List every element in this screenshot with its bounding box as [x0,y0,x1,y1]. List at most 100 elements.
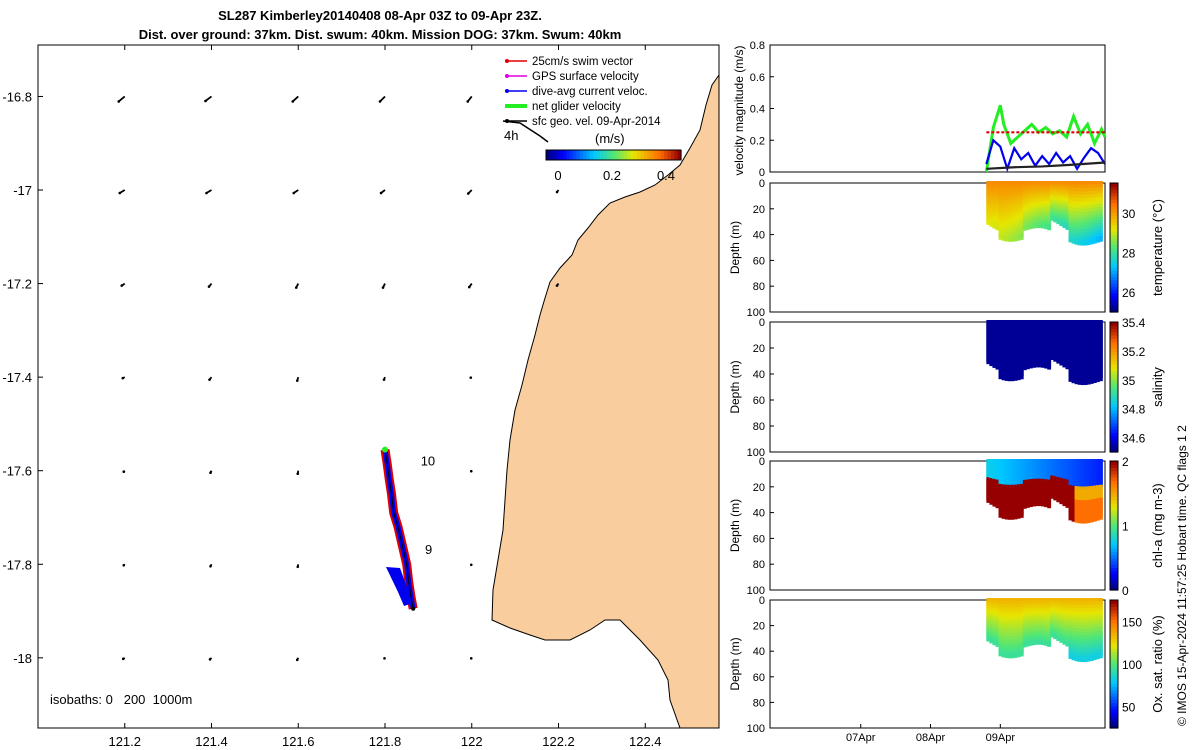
velocity-y-tick-label: 0.6 [750,72,765,84]
geo-vector-head [466,100,470,103]
geo-vector-head [208,658,212,661]
chl-a-cell [1068,468,1073,475]
temperature-cell [1013,193,1018,200]
temperature-cell [1013,225,1018,232]
colorbar-cell [1110,393,1118,398]
temperature-cell [1019,184,1024,191]
colorbar-cell [1110,224,1118,229]
colorbar-cell [1110,586,1118,591]
salinity-cell [1089,323,1094,330]
oxygen-cell [1071,644,1076,651]
temperature-cell [1092,200,1097,208]
oxygen-cell [1071,650,1076,657]
geo-vector-head [296,565,300,569]
oxygen-cell [1016,651,1021,658]
oxygen-cell [1013,613,1018,620]
oxygen-cell [1080,642,1085,649]
salinity-cell [1083,320,1088,327]
salinity-cell [1092,370,1097,377]
chl-a-cell [1089,502,1094,509]
oxygen-cell [1013,639,1018,646]
oxygen-cell [1001,607,1006,614]
temperature-cell [1004,203,1009,210]
salinity-cell [1074,360,1079,368]
colorbar-cell [600,150,604,160]
chl-a-cell [1098,500,1103,507]
salinity-cell [1007,352,1012,359]
salinity-cell [1089,347,1094,354]
temperature-cell [1010,209,1015,216]
chl-a-cell [1001,477,1006,484]
temperature-cell [1041,223,1045,229]
salinity-cell [1016,367,1021,374]
geo-vector-head [296,472,300,476]
salinity-cell [1095,346,1100,353]
salinity-cell [1004,326,1009,333]
oxygen-cell [1086,598,1091,605]
chl-a-cell [1019,483,1024,490]
oxygen-cell [1004,642,1009,649]
temperature-cell [1071,230,1076,238]
temperature-cell [1016,199,1021,206]
salinity-cell [1071,356,1076,364]
chl-a-cell [998,486,1003,493]
oxygen-colorbar-tick-label: 50 [1122,701,1136,715]
temperature-cell [1086,184,1091,191]
temperature-cell [1068,216,1073,223]
colorbar-cell [1110,364,1118,369]
salinity-cell [1095,362,1100,369]
chl-a-cell [1071,495,1076,502]
oxygen-cell [1086,638,1091,645]
chl-a-cell [1007,468,1012,475]
chl-a-cell [998,502,1003,509]
salinity-cell [986,359,991,365]
chl-a-cell [1001,465,1006,472]
chl-a-cell [1013,459,1018,466]
oxygen-cell [1001,645,1006,652]
temperature-cell [1016,209,1021,216]
colorbar-cell [1110,544,1118,549]
oxygen-cell [1007,633,1012,640]
chl-a-cell [1001,509,1006,516]
temperature-cell [1083,228,1088,236]
colorbar-cell [1110,522,1118,527]
colorbar-cell [1110,286,1118,291]
oxygen-cell [1089,634,1094,641]
temperature-cell [1019,209,1024,215]
oxygen-cell [1092,627,1097,634]
chl-a-cell [1089,506,1094,513]
chl-a-cell [1007,475,1012,482]
oxygen-cell [1092,611,1097,618]
salinity-cell [1019,348,1024,355]
temperature-cell [1050,215,1055,221]
chl-a-cell [1022,503,1027,509]
temperature-cell [1080,211,1085,219]
chl-a-cell [1080,486,1085,493]
oxygen-cell [998,650,1003,657]
salinity-cell [1092,373,1097,380]
salinity-cell [1013,348,1018,356]
salinity-cell [1068,362,1073,369]
velocity-series-line [984,104,1107,173]
oxygen-cell [1068,630,1073,637]
chl-a-cell [1010,468,1015,475]
chl-a-cell [1074,502,1079,510]
chl-a-cell [1013,471,1018,478]
oxygen-colorbar-tick-label: 100 [1122,658,1142,672]
salinity-cell [1092,350,1097,357]
oxygen-cell [1019,635,1024,641]
colorbar-cell [1110,616,1118,620]
temperature-cell [1083,225,1088,232]
oxygen-cell [998,619,1003,626]
oxygen-cell [1077,608,1082,615]
chl-a-cell [1071,462,1076,469]
colorbar-cell [596,150,601,160]
temperature-cell [1083,198,1088,205]
colorbar-cell [647,150,652,160]
temperature-cell [1001,218,1006,225]
salinity-cell [1007,365,1012,372]
temperature-cell [1092,224,1097,231]
oxygen-cell [1004,636,1009,643]
temperature-cell [1071,200,1076,208]
colorbar-cell [1110,439,1118,443]
